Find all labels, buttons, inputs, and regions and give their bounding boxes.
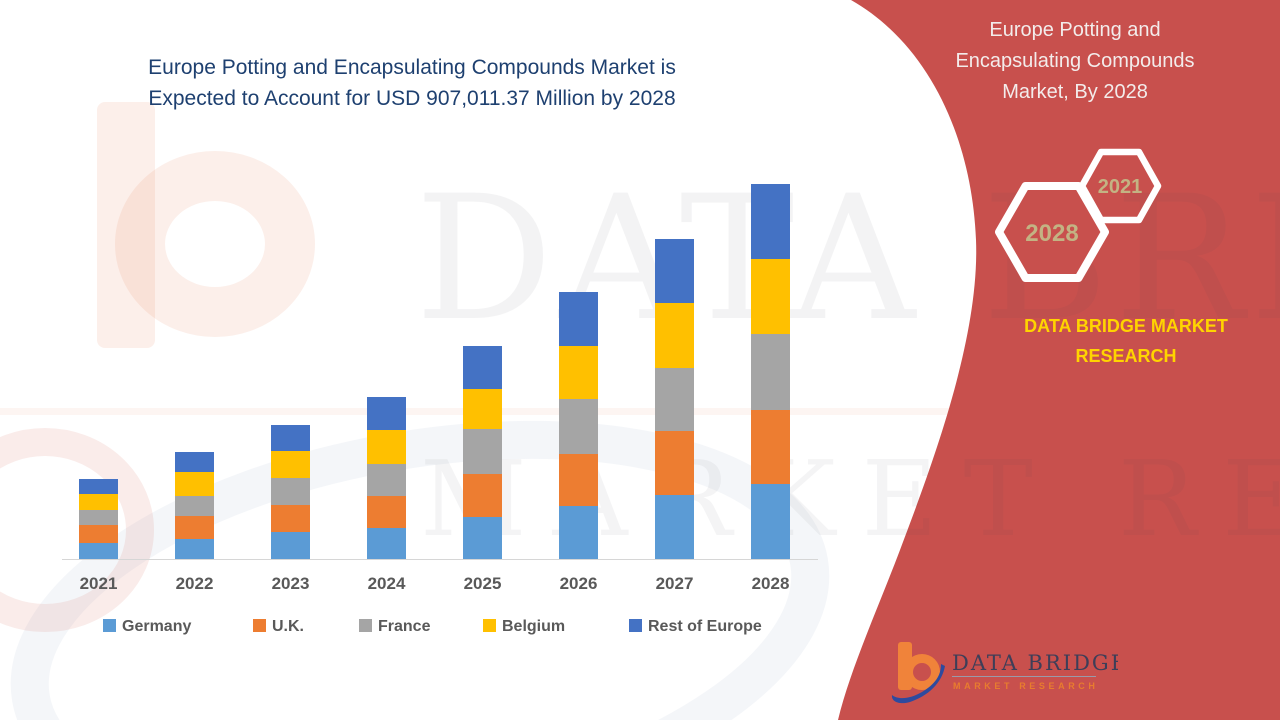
brand-text: DATA BRIDGE MARKET RESEARCH bbox=[1024, 316, 1228, 366]
bar-segment-2024-germany bbox=[367, 527, 406, 559]
bar-segment-2026-u-k- bbox=[559, 453, 598, 507]
x-axis-label-2026: 2026 bbox=[559, 574, 598, 593]
logo-subtext: MARKET RESEARCH bbox=[953, 681, 1099, 691]
bar-segment-2022-belgium bbox=[175, 472, 214, 497]
bar-segment-2022-u-k- bbox=[175, 516, 214, 539]
bar-segment-2022-france bbox=[175, 496, 214, 517]
side-panel-title: Europe Potting and Encapsulating Compoun… bbox=[918, 15, 1232, 108]
bar-segment-2025-france bbox=[463, 429, 502, 474]
bar-segment-2028-france bbox=[751, 334, 790, 411]
bar-segment-2028-rest-of-europe bbox=[751, 184, 790, 259]
side-panel-title-line3: Market, By 2028 bbox=[1002, 81, 1148, 103]
x-axis-label-2024: 2024 bbox=[367, 574, 406, 593]
legend-label: France bbox=[378, 618, 431, 635]
bar-segment-2026-germany bbox=[559, 506, 598, 559]
legend-label: Belgium bbox=[502, 618, 566, 635]
bar-segment-2022-rest-of-europe bbox=[175, 451, 214, 473]
bar-segment-2021-rest-of-europe bbox=[79, 479, 118, 494]
bar-segment-2024-u-k- bbox=[367, 495, 406, 528]
bar-segment-2027-germany bbox=[655, 495, 694, 559]
bar-segment-2026-rest-of-europe bbox=[559, 292, 598, 346]
legend-swatch-icon bbox=[629, 619, 642, 632]
bar-segment-2023-belgium bbox=[271, 450, 310, 478]
legend-swatch-icon bbox=[253, 619, 266, 632]
bar-segment-2027-rest-of-europe bbox=[655, 238, 694, 303]
bar-segment-2028-belgium bbox=[751, 258, 790, 335]
legend-item-belgium: Belgium bbox=[483, 618, 565, 636]
x-axis-label-2023: 2023 bbox=[271, 574, 310, 593]
x-axis-label-2028: 2028 bbox=[751, 574, 790, 593]
x-axis-label-2021: 2021 bbox=[79, 574, 118, 593]
legend-swatch-icon bbox=[359, 619, 372, 632]
legend-label: Rest of Europe bbox=[648, 618, 762, 635]
bar-segment-2021-germany bbox=[79, 542, 118, 559]
bar-segment-2027-u-k- bbox=[655, 431, 694, 496]
legend-swatch-icon bbox=[483, 619, 496, 632]
bar-segment-2025-u-k- bbox=[463, 473, 502, 517]
bar-segment-2024-france bbox=[367, 463, 406, 496]
bar-segment-2023-rest-of-europe bbox=[271, 424, 310, 451]
bar-segment-2021-u-k- bbox=[79, 525, 118, 543]
legend-item-rest-of-europe: Rest of Europe bbox=[629, 618, 762, 636]
bar-segment-2021-belgium bbox=[79, 493, 118, 511]
legend-item-germany: Germany bbox=[103, 618, 191, 636]
page-title-line2: Expected to Account for USD 907,011.37 M… bbox=[148, 87, 676, 110]
bar-segment-2024-belgium bbox=[367, 429, 406, 464]
bar-segment-2025-belgium bbox=[463, 388, 502, 430]
bar-segment-2028-germany bbox=[751, 484, 790, 559]
x-axis-label-2025: 2025 bbox=[463, 574, 502, 593]
side-panel-title-line1: Europe Potting and bbox=[989, 19, 1161, 41]
footer-logo: DATA BRIDGE MARKET RESEARCH bbox=[891, 642, 1118, 704]
logo-b-bowl-icon bbox=[904, 654, 940, 690]
bar-segment-2028-u-k- bbox=[751, 410, 790, 485]
bar-segment-2023-u-k- bbox=[271, 504, 310, 532]
bar-segment-2023-germany bbox=[271, 531, 310, 559]
legend-swatch-icon bbox=[103, 619, 116, 632]
x-axis-line bbox=[62, 559, 818, 560]
x-axis-label-2022: 2022 bbox=[175, 574, 214, 593]
page-title-line1: Europe Potting and Encapsulating Compoun… bbox=[148, 56, 676, 79]
x-axis-label-2027: 2027 bbox=[655, 574, 694, 593]
side-panel-title-line2: Encapsulating Compounds bbox=[955, 50, 1195, 72]
bar-segment-2023-france bbox=[271, 477, 310, 505]
legend-label: Germany bbox=[122, 618, 192, 635]
bar-segment-2021-france bbox=[79, 510, 118, 526]
bar-segment-2022-germany bbox=[175, 538, 214, 559]
bar-segment-2027-belgium bbox=[655, 302, 694, 369]
bar-segment-2027-france bbox=[655, 368, 694, 432]
bar-segment-2025-germany bbox=[463, 516, 502, 559]
bar-segment-2025-rest-of-europe bbox=[463, 345, 502, 389]
legend-label: U.K. bbox=[272, 618, 304, 635]
logo-name: DATA BRIDGE bbox=[952, 651, 1118, 675]
bar-segment-2026-france bbox=[559, 399, 598, 454]
page-title: Europe Potting and Encapsulating Compoun… bbox=[96, 52, 728, 114]
legend-item-france: France bbox=[359, 618, 430, 636]
bar-segment-2024-rest-of-europe bbox=[367, 397, 406, 430]
bar-segment-2026-belgium bbox=[559, 345, 598, 400]
legend-item-u-k-: U.K. bbox=[253, 618, 304, 636]
